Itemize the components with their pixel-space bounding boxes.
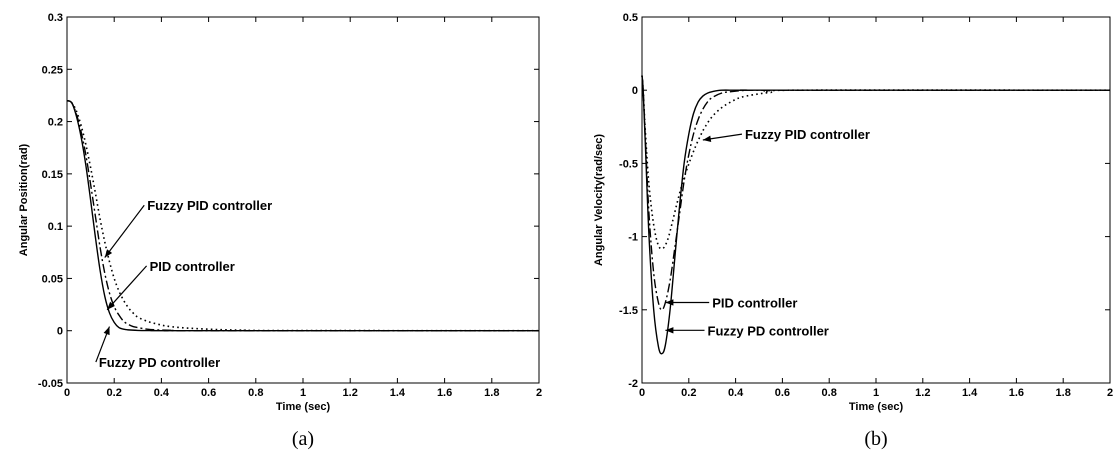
x-tick-label: 0.2: [681, 387, 696, 399]
x-tick-label: 2: [536, 387, 542, 399]
x-tick-label: 0: [639, 387, 645, 399]
chart-panel-0: 0 0.2 0.4 0.6 0.8 1 1.2 1.4 1.6 1.8 2-0.0500.050.1…: [18, 12, 542, 450]
chart-panel-1: 0 0.2 0.4 0.6 0.8 1 1.2 1.4 1.6 1.8 2 -2 -1.5 -1 -0.5 0…: [593, 12, 1113, 450]
annotation-arrowhead: [104, 249, 113, 258]
y-tick-label: 0.2: [48, 117, 63, 129]
x-tick-label: 1.6: [437, 387, 452, 399]
annotation-label: PID controller: [712, 295, 797, 310]
annotation-arrowhead: [665, 327, 674, 334]
y-tick-label: 0: [57, 326, 63, 338]
x-tick-label: 1: [873, 387, 879, 399]
annotation-arrowhead: [665, 299, 674, 306]
y-tick-label: 0.05: [42, 273, 63, 285]
x-tick-label: 0: [64, 387, 70, 399]
y-tick-label: 0: [632, 85, 638, 97]
annotation-arrowhead: [702, 135, 712, 142]
x-tick-label: 0.4: [728, 387, 744, 399]
series-line-fuzzy-pid-controller: [641, 75, 1111, 250]
y-axis-label: Angular Position(rad): [18, 143, 30, 256]
figure-caption: (b): [864, 428, 887, 450]
annotation-arrowhead: [103, 326, 110, 336]
x-tick-label: 0.6: [775, 387, 790, 399]
y-tick-label: -0.5: [619, 158, 638, 170]
x-tick-label: 1: [300, 387, 306, 399]
series-line-fuzzy-pd-controller: [641, 75, 1110, 355]
x-tick-label: 1.4: [962, 387, 978, 399]
y-tick-label: -2: [628, 378, 638, 390]
annotation-label: Fuzzy PID controller: [147, 198, 272, 213]
annotation-label: Fuzzy PD controller: [708, 323, 829, 338]
plot-frame: [66, 16, 540, 384]
y-tick-label: 0.25: [42, 64, 63, 76]
x-tick-label: 1.4: [390, 387, 406, 399]
annotation-label: Fuzzy PD controller: [99, 355, 220, 370]
x-tick-label: 1.8: [484, 387, 499, 399]
y-tick-label: -1.5: [619, 305, 638, 317]
x-tick-label: 1.8: [1056, 387, 1071, 399]
annotation-arrowhead: [107, 301, 115, 310]
figure-caption: (a): [292, 428, 314, 450]
x-axis-label: Time (sec): [849, 401, 904, 413]
annotation-arrow: [106, 265, 148, 311]
y-tick-label: -0.05: [38, 378, 63, 390]
x-tick-label: 1.6: [1009, 387, 1024, 399]
y-axis-label: Angular Velocity(rad/sec): [593, 134, 605, 266]
x-tick-label: 2: [1107, 387, 1113, 399]
series-line-fuzzy-pid-controller: [66, 99, 540, 332]
x-tick-label: 0.4: [154, 387, 170, 399]
series-line-pid-controller: [641, 75, 1110, 311]
x-tick-label: 0.8: [248, 387, 263, 399]
annotation-label: Fuzzy PID controller: [745, 127, 870, 142]
y-tick-label: -1: [628, 232, 638, 244]
annotation-label: PID controller: [150, 259, 235, 274]
annotation-arrow: [104, 204, 145, 258]
x-tick-label: 0.8: [822, 387, 837, 399]
x-tick-label: 1.2: [343, 387, 358, 399]
y-tick-label: 0.15: [42, 169, 63, 181]
y-tick-label: 0.1: [48, 221, 63, 233]
x-tick-label: 0.6: [201, 387, 216, 399]
x-tick-label: 1.2: [915, 387, 930, 399]
series-line-pid-controller: [66, 99, 540, 332]
y-tick-label: 0.3: [48, 12, 63, 24]
x-tick-label: 0.2: [107, 387, 122, 399]
x-axis-label: Time (sec): [276, 401, 331, 413]
series-line-fuzzy-pd-controller: [66, 99, 539, 332]
y-tick-label: 0.5: [623, 12, 638, 24]
